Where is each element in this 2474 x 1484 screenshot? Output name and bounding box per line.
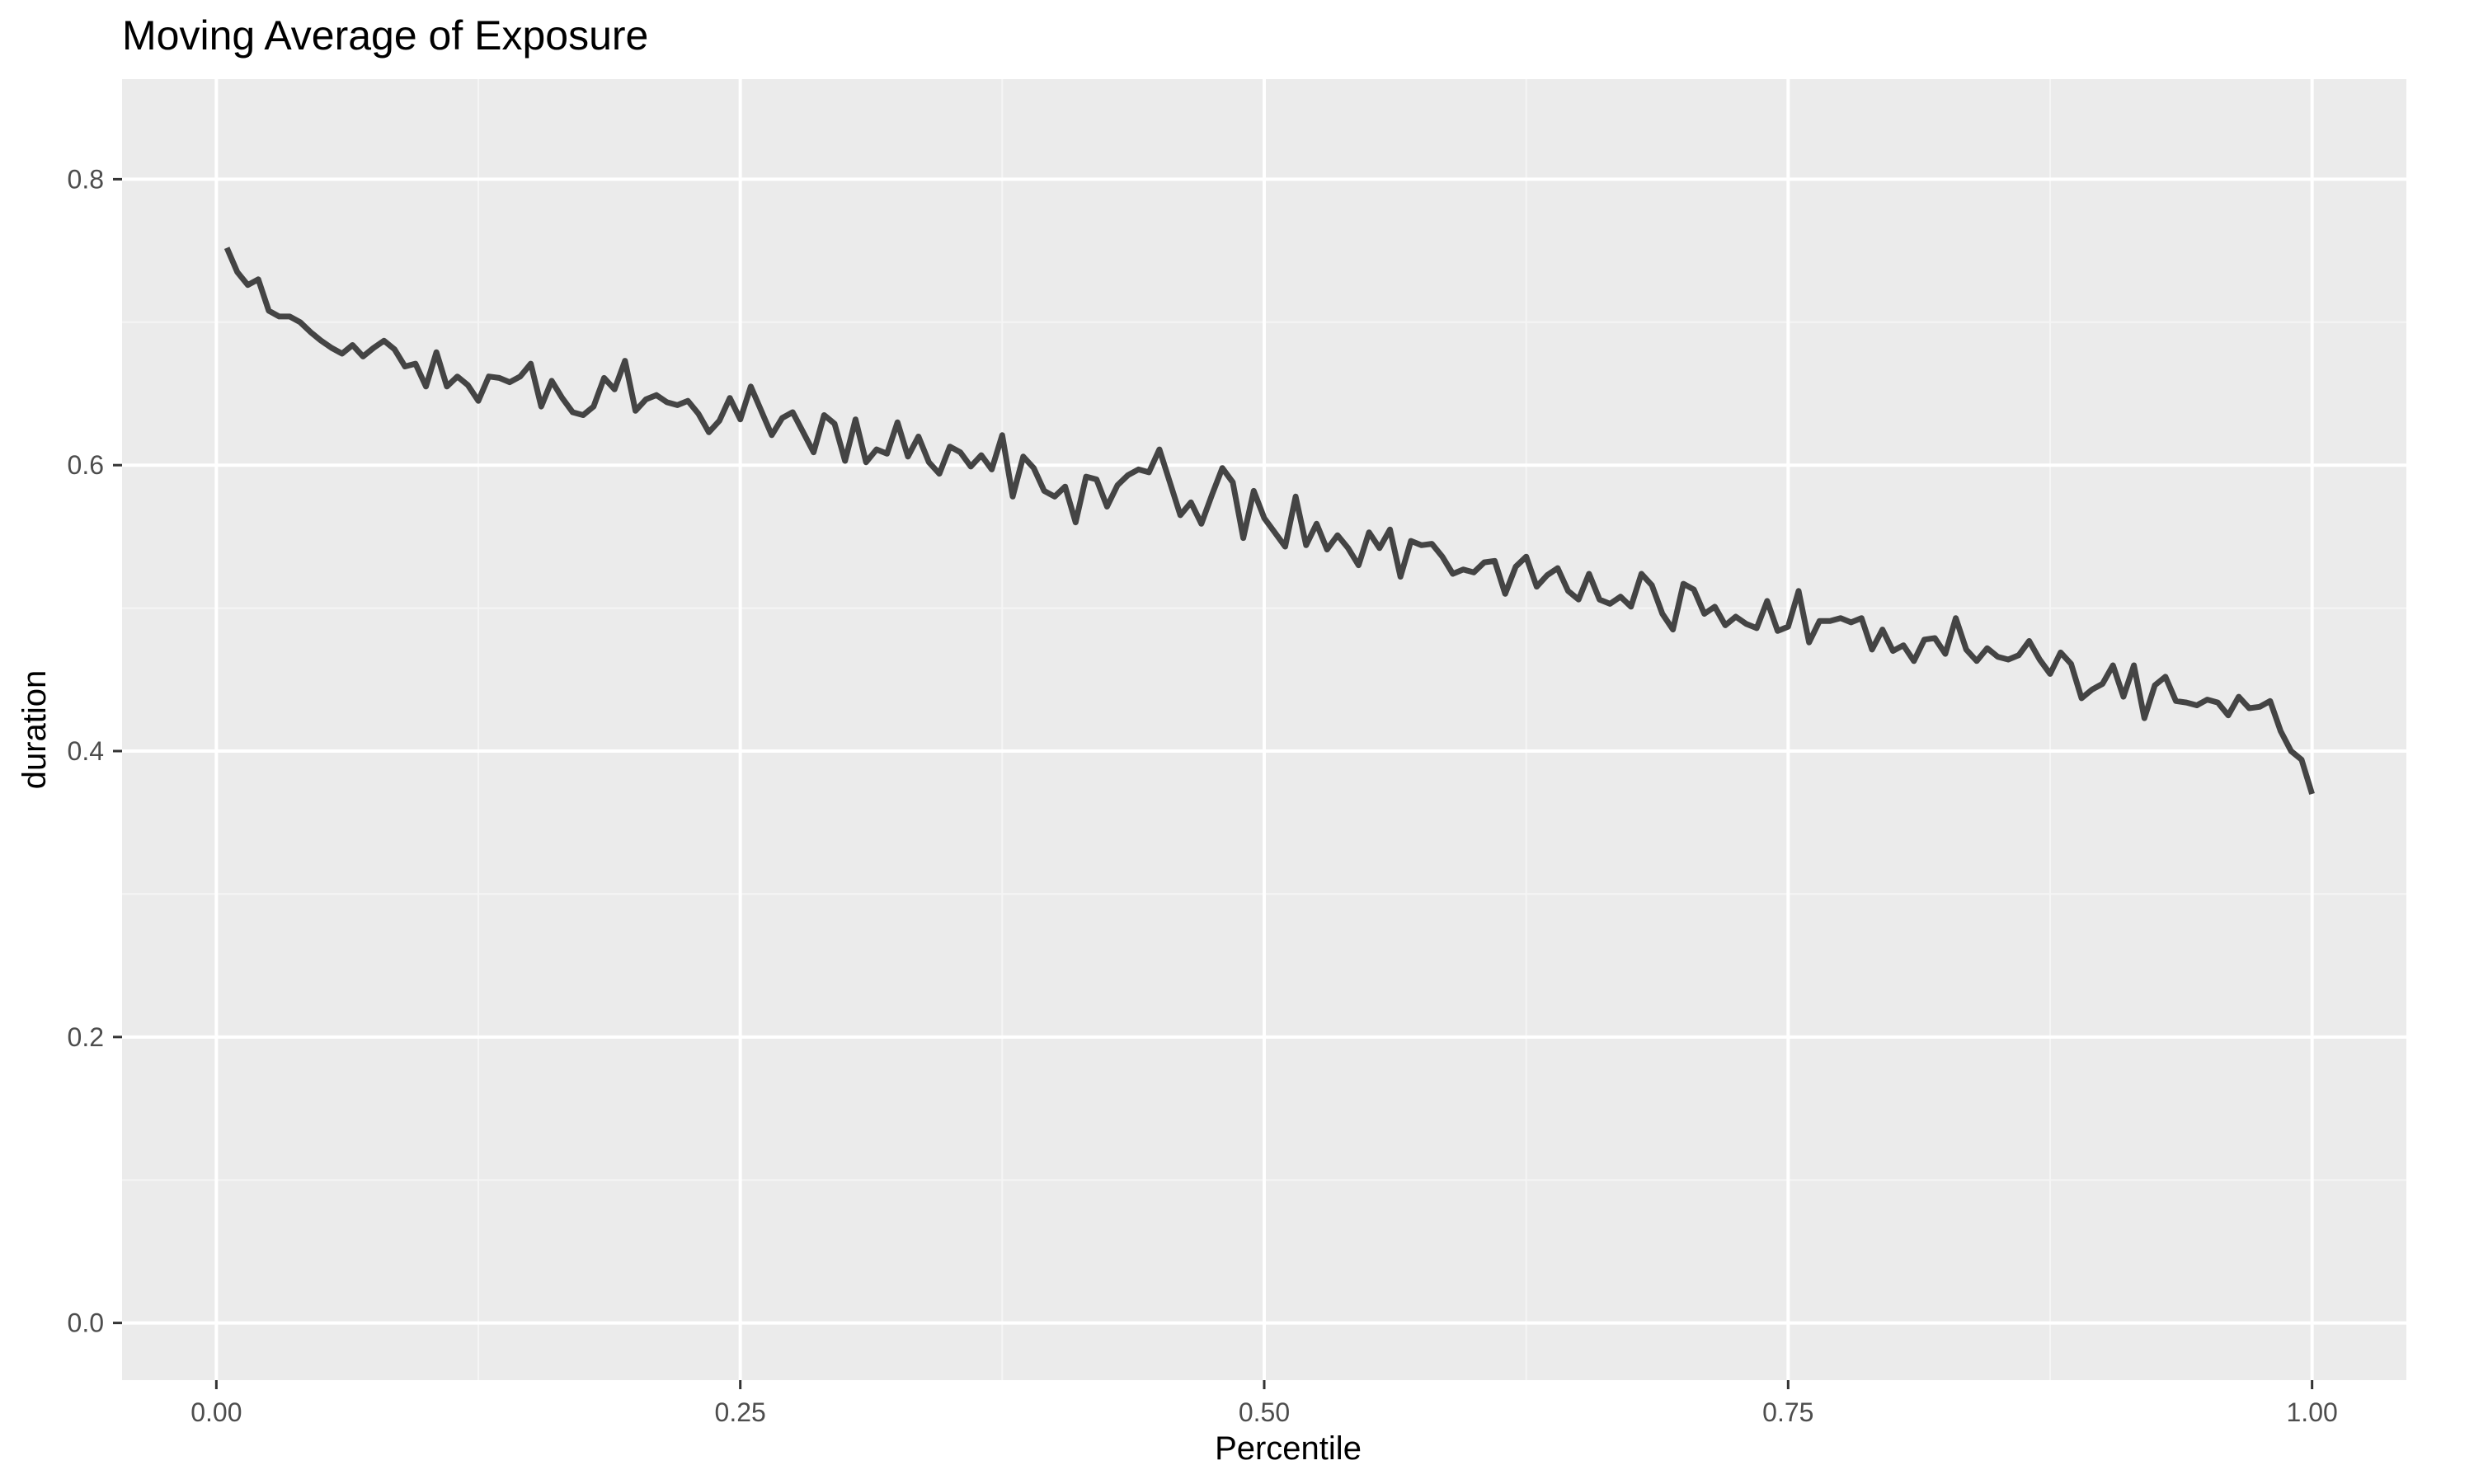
chart-title: Moving Average of Exposure xyxy=(122,12,648,59)
x-tick-label: 1.00 xyxy=(2287,1397,2338,1427)
y-tick-label: 0.8 xyxy=(68,164,104,194)
x-axis-title: Percentile xyxy=(1215,1430,1362,1467)
series-line xyxy=(223,247,2315,796)
x-tick-label: 0.50 xyxy=(1239,1397,1290,1427)
y-tick-label: 0.0 xyxy=(68,1308,104,1338)
y-tick-label: 0.2 xyxy=(68,1022,104,1052)
y-axis: 0.0 0.2 0.4 0.6 0.8 xyxy=(68,164,122,1338)
y-axis-title: duration xyxy=(16,670,53,790)
x-tick-label: 0.25 xyxy=(715,1397,766,1427)
grid-major xyxy=(122,79,2406,1380)
series-layer xyxy=(223,247,2315,796)
y-tick-label: 0.6 xyxy=(68,450,104,480)
x-tick-label: 0.75 xyxy=(1762,1397,1813,1427)
x-axis: 0.00 0.25 0.50 0.75 1.00 xyxy=(190,1380,2338,1427)
y-tick-label: 0.4 xyxy=(68,736,104,766)
x-tick-label: 0.00 xyxy=(190,1397,242,1427)
